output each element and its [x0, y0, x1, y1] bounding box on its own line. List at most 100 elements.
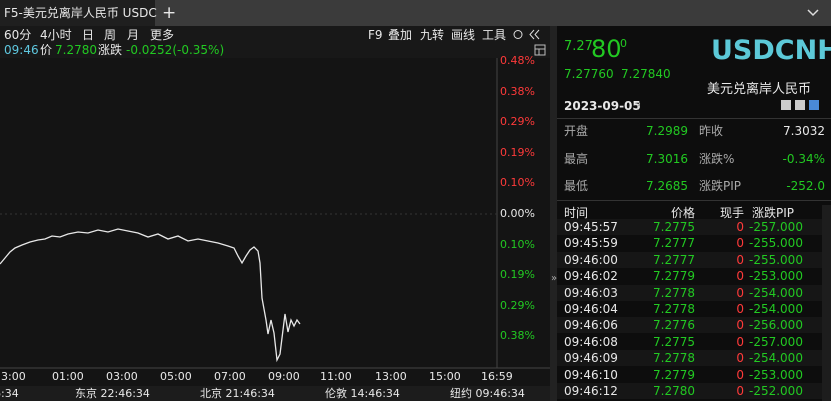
x-axis-label: 03:00: [106, 370, 138, 383]
world-clock: 6:34: [0, 387, 19, 400]
x-axis-label: 15:00: [429, 370, 461, 383]
divider: [557, 200, 831, 201]
stat-value: 7.2989: [646, 124, 688, 138]
period-button[interactable]: 4小时: [40, 28, 72, 42]
tick-row: [557, 317, 822, 334]
price-big: 80: [591, 35, 622, 63]
tick-price: 7.2779: [653, 269, 695, 284]
tab[interactable]: [0, 0, 155, 26]
tick-time: 09:45:57: [564, 220, 618, 234]
tick-price: 7.2779: [653, 367, 695, 382]
y-axis-label: 0.10%: [500, 237, 535, 251]
world-clock: 北京 21:46:34: [200, 387, 275, 400]
info-change-label: 涨跌: [98, 43, 123, 57]
y-axis-label: 0.29%: [500, 298, 535, 312]
y-axis-label: 0.19%: [500, 145, 535, 159]
quote-date: 2023-09-05: [564, 99, 641, 113]
tick-price: 7.2775: [653, 220, 695, 234]
tool-button[interactable]: 九转: [420, 28, 445, 42]
quote-icons[interactable]: [781, 100, 823, 111]
splitter-arrow[interactable]: »: [551, 273, 558, 284]
chart: [0, 58, 550, 369]
stat-value: 7.2685: [646, 179, 688, 193]
tick-time: 09:45:59: [564, 236, 618, 251]
tick-pip: -253.000: [749, 367, 803, 382]
tick-time: 09:46:09: [564, 351, 618, 366]
y-axis-label: 0.10%: [500, 176, 535, 190]
info-change: -0.0252(-0.35%): [126, 43, 225, 57]
tick-volume: 0: [736, 252, 744, 267]
y-axis-label: 0.00%: [500, 207, 535, 220]
tick-pip: -257.000: [749, 220, 803, 234]
toolbar-icons[interactable]: [512, 28, 548, 41]
tick-row: [557, 235, 822, 252]
info-price-label: 价: [40, 43, 53, 57]
x-axis-label: 07:00: [214, 370, 246, 383]
tab-title[interactable]: F5-美元兑离岸人民币 USDC: [4, 6, 157, 20]
tick-volume: 0: [736, 351, 744, 366]
tick-volume: 0: [736, 334, 744, 349]
x-axis-label: 11:00: [320, 370, 352, 383]
tick-volume: 0: [736, 384, 744, 398]
tick-pip: -255.000: [749, 252, 803, 267]
tick-pip: -257.000: [749, 334, 803, 349]
stat-label: 涨跌PIP: [699, 179, 742, 193]
y-axis-label: 0.48%: [500, 54, 535, 67]
tick-time: 09:46:03: [564, 285, 618, 300]
tick-time: 09:46:06: [564, 318, 618, 333]
tool-button[interactable]: 叠加: [388, 28, 413, 42]
tick-pip: -254.000: [749, 302, 803, 316]
tick-volume: 0: [736, 236, 744, 251]
add-tab[interactable]: +: [162, 3, 177, 23]
tick-price: 7.2778: [653, 351, 695, 366]
tick-header: 时间: [564, 206, 589, 220]
tick-time: 09:46:08: [564, 334, 618, 349]
symbol: USDCNH: [711, 35, 831, 66]
tick-price: 7.2776: [653, 318, 695, 333]
splitter[interactable]: [550, 26, 557, 401]
x-axis-label: 09:00: [268, 370, 300, 383]
tick-time: 09:46:04: [564, 302, 618, 316]
tick-time: 09:46:12: [564, 384, 618, 398]
divider: [557, 118, 831, 119]
tick-volume: 0: [736, 269, 744, 284]
tick-header: 现手: [719, 206, 744, 220]
tick-pip: -252.000: [749, 384, 803, 398]
tick-price: 7.2777: [653, 252, 695, 267]
tick-price: 7.2778: [653, 302, 695, 316]
tick-volume: 0: [736, 318, 744, 333]
tick-pip: -255.000: [749, 236, 803, 251]
tick-volume: 0: [736, 367, 744, 382]
tick-pip: -256.000: [749, 318, 803, 333]
stat-value: -252.0: [786, 179, 825, 193]
tick-volume: 0: [736, 302, 744, 316]
tick-price: 7.2778: [653, 285, 695, 300]
world-clock: 伦敦 14:46:34: [325, 387, 400, 400]
tick-pip: -253.000: [749, 269, 803, 284]
x-axis-label: 16:59: [481, 370, 513, 383]
tool-button[interactable]: 工具: [482, 28, 507, 42]
period-button[interactable]: 更多: [150, 28, 175, 42]
scrollbar[interactable]: [822, 205, 831, 401]
toolbar: [0, 26, 550, 58]
help[interactable]: ?: [635, 100, 641, 113]
y-axis-label: 0.19%: [500, 268, 535, 282]
bid: 7.27760: [564, 67, 614, 81]
stat-value: 7.3016: [646, 151, 688, 166]
period-button[interactable]: 60分: [4, 28, 32, 42]
tool-button[interactable]: F9: [368, 28, 383, 42]
tick-header: 价格: [670, 206, 695, 220]
tick-row: [557, 268, 822, 285]
tool-button[interactable]: 画线: [451, 28, 476, 42]
tick-row: [557, 366, 822, 383]
tab-menu[interactable]: [806, 8, 820, 18]
panel-icon[interactable]: [534, 44, 546, 56]
tick-row: [557, 333, 822, 350]
tick-price: 7.2780: [653, 384, 695, 398]
tick-time: 09:46:10: [564, 367, 618, 382]
tick-volume: 0: [736, 285, 744, 300]
period-button[interactable]: 周: [104, 28, 117, 42]
period-button[interactable]: 月: [127, 28, 140, 42]
period-button[interactable]: 日: [82, 28, 95, 42]
stat-label: 最高: [564, 151, 589, 166]
